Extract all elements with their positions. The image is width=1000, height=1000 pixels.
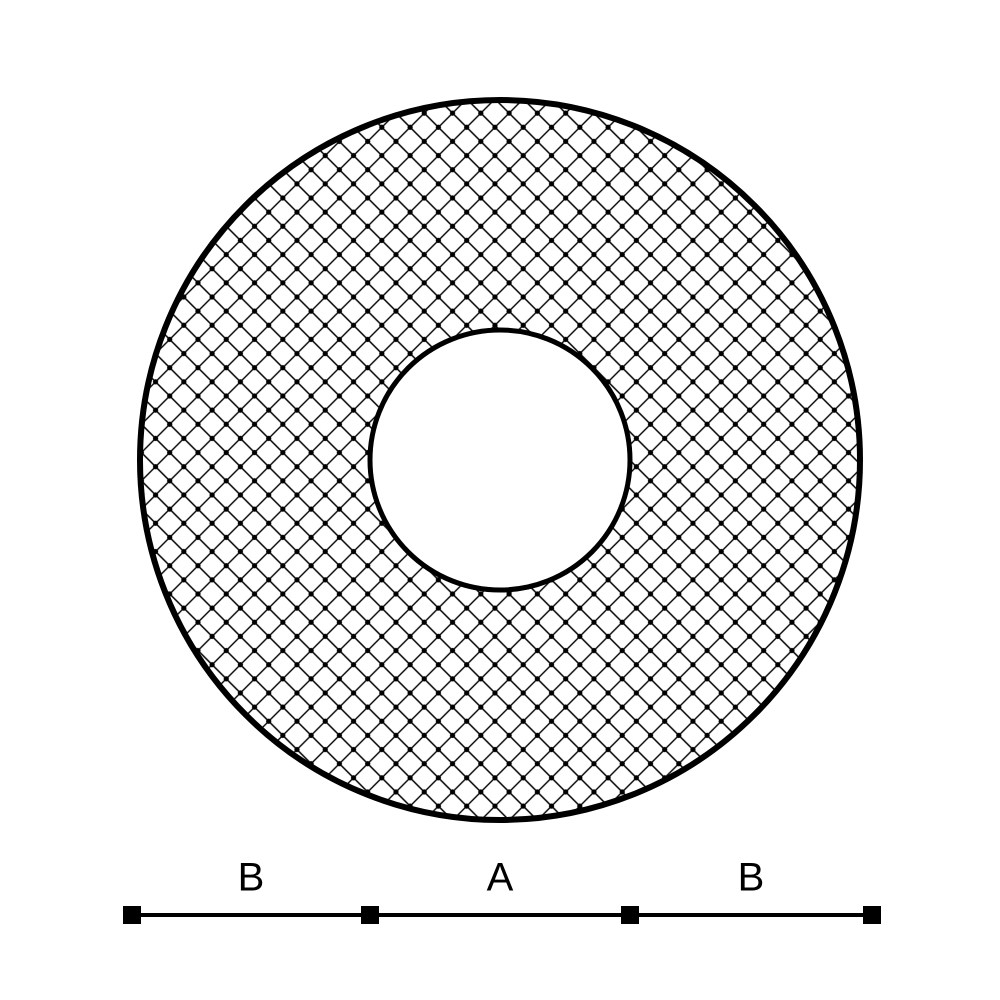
dimension-label-a: A	[487, 856, 514, 901]
inner-circle	[370, 330, 630, 590]
diagram-container: B A B	[0, 0, 1000, 1000]
diagram-svg	[0, 0, 1000, 1000]
dimension-label-b-left: B	[238, 856, 265, 901]
dimension-label-b-right: B	[738, 856, 765, 901]
